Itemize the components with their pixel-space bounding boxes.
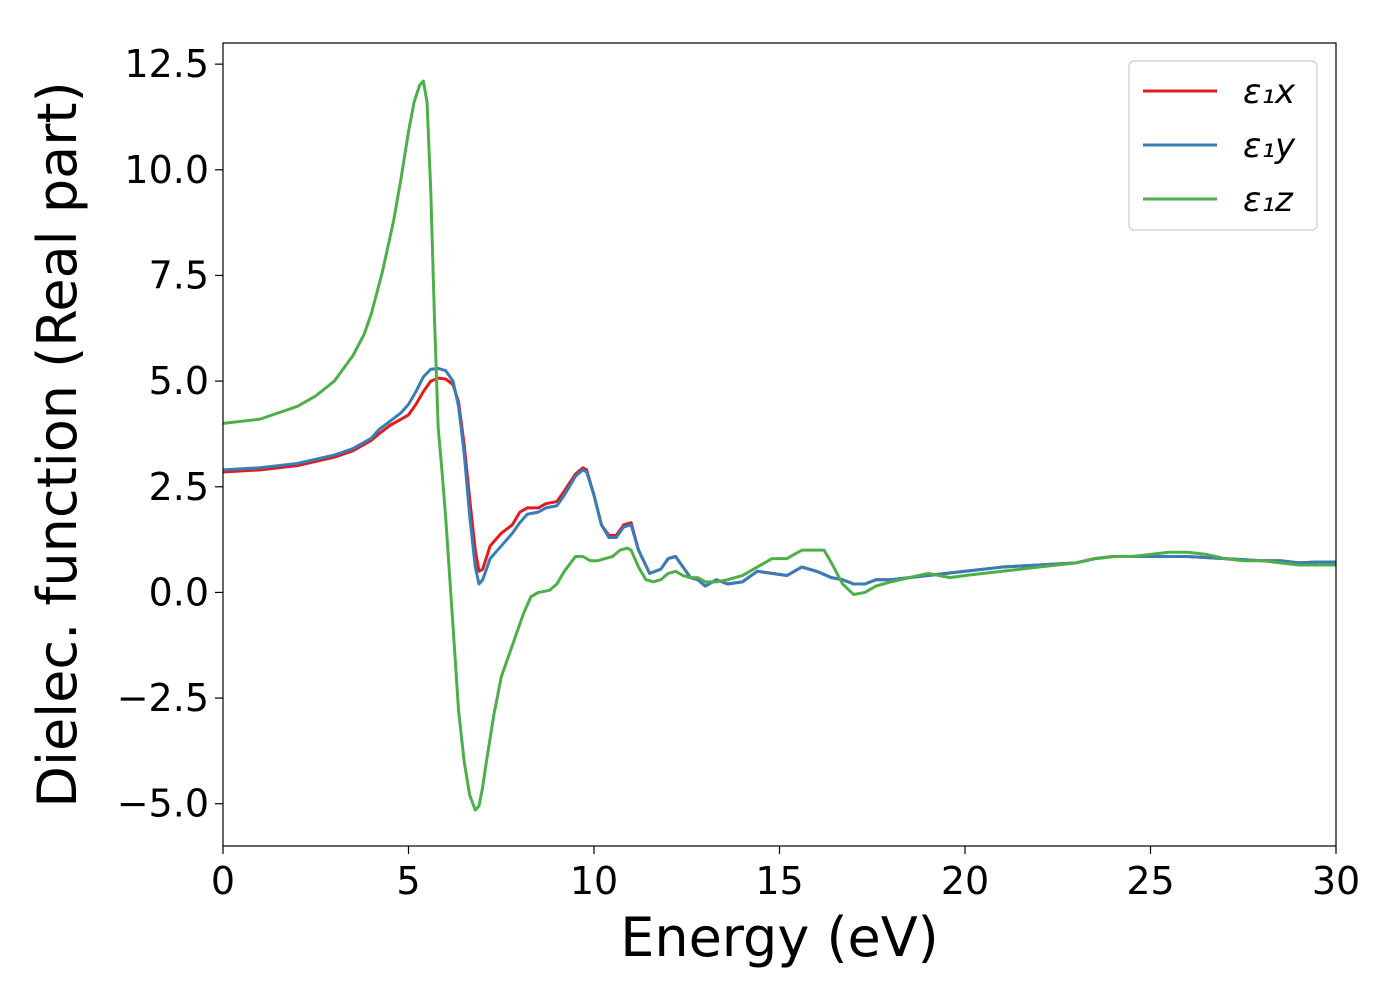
y-tick-label: 2.5	[149, 465, 209, 509]
y-tick-label: −2.5	[117, 676, 209, 720]
series-line-2	[223, 79, 1336, 812]
legend-box	[1128, 60, 1318, 231]
y-axis-label: Dielec. function (Real part)	[26, 81, 89, 807]
x-tick-label: 15	[755, 859, 803, 903]
x-axis-ticks: 0 5 10 15 20 25 30	[211, 846, 1360, 903]
x-tick-label: 10	[570, 859, 618, 903]
legend-label: ε₁y	[1243, 126, 1296, 166]
y-tick-label: −5.0	[117, 782, 209, 826]
x-tick-label: 20	[941, 859, 989, 903]
y-tick-label: 10.0	[124, 148, 209, 192]
x-tick-label: 5	[396, 859, 420, 903]
series-line-1	[223, 366, 1336, 588]
x-axis-label: Energy (eV)	[620, 906, 939, 969]
legend-label: ε₁z	[1243, 180, 1294, 220]
y-tick-label: 12.5	[124, 42, 209, 86]
legend: ε₁x ε₁y ε₁z	[1128, 60, 1318, 231]
y-tick-label: 5.0	[149, 359, 209, 403]
x-tick-label: 0	[211, 859, 235, 903]
y-tick-label: 0.0	[149, 570, 209, 614]
series-layer	[223, 79, 1336, 812]
y-axis-ticks: −5.0 −2.5 0.0 2.5 5.0 7.5 10.0 12.5	[117, 42, 223, 826]
legend-label: ε₁x	[1243, 72, 1296, 112]
x-tick-label: 25	[1126, 859, 1174, 903]
x-tick-label: 30	[1312, 859, 1360, 903]
y-tick-label: 7.5	[149, 253, 209, 297]
series-line-0	[223, 376, 1336, 588]
